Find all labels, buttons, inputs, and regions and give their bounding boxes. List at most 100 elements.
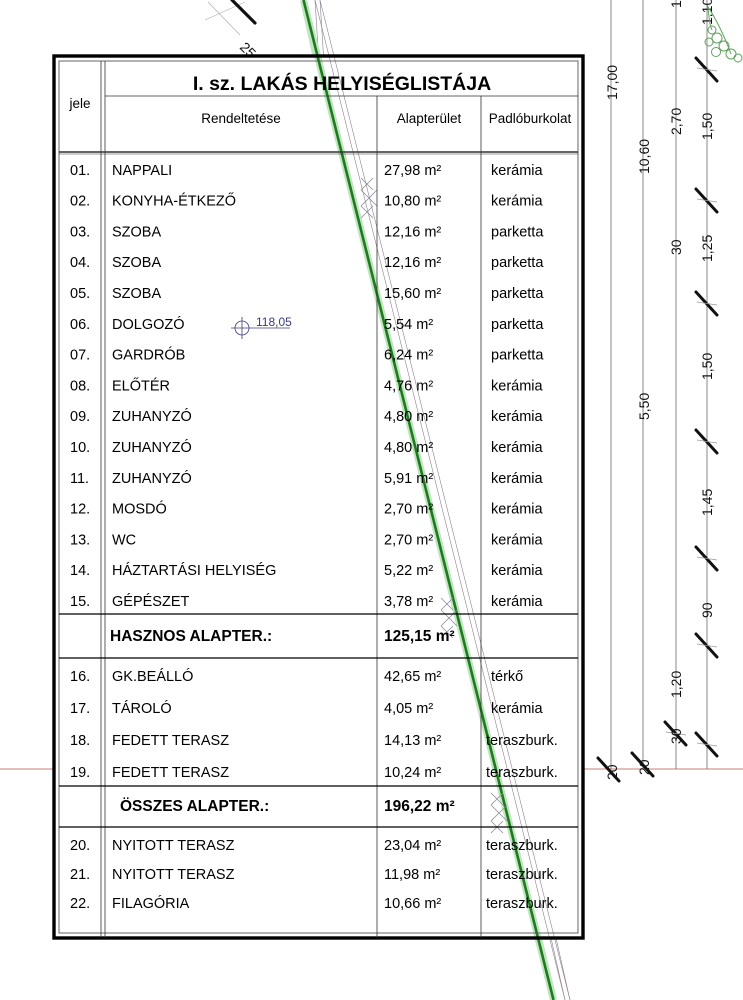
svg-text:4,80 m²: 4,80 m² <box>384 409 433 425</box>
svg-text:térkő: térkő <box>491 669 523 685</box>
svg-text:parketta: parketta <box>491 317 544 333</box>
svg-text:22.: 22. <box>70 896 90 912</box>
svg-text:16.: 16. <box>70 669 90 685</box>
svg-text:SZOBA: SZOBA <box>112 286 161 302</box>
svg-text:30: 30 <box>668 728 684 744</box>
svg-text:parketta: parketta <box>491 286 544 302</box>
svg-text:12,16 m²: 12,16 m² <box>384 255 441 271</box>
svg-text:21.: 21. <box>70 867 90 883</box>
svg-text:04.: 04. <box>70 255 90 271</box>
svg-text:Alapterület: Alapterület <box>397 111 462 126</box>
svg-text:kerámia: kerámia <box>491 440 544 456</box>
svg-text:ZUHANYZÓ: ZUHANYZÓ <box>112 408 192 425</box>
svg-text:FEDETT TERASZ: FEDETT TERASZ <box>112 765 229 781</box>
svg-text:05.: 05. <box>70 286 90 302</box>
svg-text:30: 30 <box>668 239 684 255</box>
svg-text:14,13 m²: 14,13 m² <box>384 733 441 749</box>
svg-text:ZUHANYZÓ: ZUHANYZÓ <box>112 470 192 487</box>
svg-text:1,10: 1,10 <box>699 0 715 25</box>
svg-text:TÁROLÓ: TÁROLÓ <box>112 700 172 717</box>
svg-text:02.: 02. <box>70 194 90 210</box>
svg-text:4,80 m²: 4,80 m² <box>384 440 433 456</box>
svg-text:01.: 01. <box>70 163 90 179</box>
svg-text:Padlóburkolat: Padlóburkolat <box>489 111 572 126</box>
svg-text:ELŐTÉR: ELŐTÉR <box>112 377 170 394</box>
svg-text:90: 90 <box>699 602 715 618</box>
svg-text:10: 10 <box>668 0 684 8</box>
svg-text:teraszburk.: teraszburk. <box>486 765 558 781</box>
svg-text:MOSDÓ: MOSDÓ <box>112 501 167 518</box>
svg-text:11,98 m²: 11,98 m² <box>384 867 440 883</box>
svg-text:NAPPALI: NAPPALI <box>112 163 172 179</box>
svg-text:NYITOTT TERASZ: NYITOTT TERASZ <box>112 838 235 854</box>
svg-text:kerámia: kerámia <box>491 163 544 179</box>
svg-text:11.: 11. <box>70 471 89 487</box>
svg-text:KONYHA-ÉTKEZŐ: KONYHA-ÉTKEZŐ <box>112 193 236 210</box>
svg-text:20: 20 <box>604 764 620 780</box>
svg-text:13.: 13. <box>70 532 90 548</box>
svg-text:DOLGOZÓ: DOLGOZÓ <box>112 316 185 333</box>
svg-text:teraszburk.: teraszburk. <box>486 733 558 749</box>
svg-text:2,70: 2,70 <box>668 108 684 135</box>
svg-text:09.: 09. <box>70 409 90 425</box>
svg-text:I. sz. LAKÁS HELYISÉGLISTÁJA: I. sz. LAKÁS HELYISÉGLISTÁJA <box>193 72 491 95</box>
svg-text:07.: 07. <box>70 348 90 364</box>
svg-text:17,00: 17,00 <box>604 65 620 100</box>
svg-text:kerámia: kerámia <box>491 471 544 487</box>
svg-text:Rendeltetése: Rendeltetése <box>201 111 281 126</box>
svg-text:2,70 m²: 2,70 m² <box>384 502 433 518</box>
svg-text:kerámia: kerámia <box>491 502 544 518</box>
svg-text:20: 20 <box>636 759 652 775</box>
svg-text:HÁZTARTÁSI HELYISÉG: HÁZTARTÁSI HELYISÉG <box>112 562 276 579</box>
svg-text:teraszburk.: teraszburk. <box>486 838 558 854</box>
svg-text:06.: 06. <box>70 317 90 333</box>
svg-text:kerámia: kerámia <box>491 409 544 425</box>
svg-text:kerámia: kerámia <box>491 378 544 394</box>
svg-text:kerámia: kerámia <box>491 194 544 210</box>
svg-text:12,16 m²: 12,16 m² <box>384 224 441 240</box>
svg-text:GK.BEÁLLÓ: GK.BEÁLLÓ <box>112 668 193 685</box>
svg-text:HASZNOS ALAPTER.:: HASZNOS ALAPTER.: <box>110 628 272 645</box>
svg-text:10.: 10. <box>70 440 90 456</box>
svg-text:teraszburk.: teraszburk. <box>486 867 558 883</box>
svg-text:GARDRÓB: GARDRÓB <box>112 347 185 364</box>
svg-text:12.: 12. <box>70 502 90 518</box>
svg-text:1,50: 1,50 <box>699 353 715 380</box>
svg-text:5,54 m²: 5,54 m² <box>384 317 433 333</box>
svg-text:10,24 m²: 10,24 m² <box>384 765 441 781</box>
svg-text:3,78 m²: 3,78 m² <box>384 594 433 610</box>
svg-text:parketta: parketta <box>491 224 544 240</box>
svg-text:2,70 m²: 2,70 m² <box>384 532 433 548</box>
svg-text:1,25: 1,25 <box>699 235 715 262</box>
svg-text:15.: 15. <box>70 594 90 610</box>
svg-text:23,04 m²: 23,04 m² <box>384 838 441 854</box>
svg-text:WC: WC <box>112 532 136 548</box>
svg-text:ZUHANYZÓ: ZUHANYZÓ <box>112 439 192 456</box>
svg-text:10,60: 10,60 <box>636 139 652 174</box>
svg-text:10,80 m²: 10,80 m² <box>384 194 441 210</box>
svg-text:kerámia: kerámia <box>491 563 544 579</box>
svg-text:kerámia: kerámia <box>491 701 544 717</box>
svg-text:1,45: 1,45 <box>699 489 715 516</box>
svg-text:08.: 08. <box>70 378 90 394</box>
svg-text:42,65 m²: 42,65 m² <box>384 669 441 685</box>
svg-text:14.: 14. <box>70 563 90 579</box>
svg-text:parketta: parketta <box>491 255 544 271</box>
svg-text:kerámia: kerámia <box>491 594 544 610</box>
svg-text:5,22 m²: 5,22 m² <box>384 563 433 579</box>
svg-text:1,20: 1,20 <box>668 671 684 698</box>
svg-text:4,76 m²: 4,76 m² <box>384 378 433 394</box>
svg-text:20.: 20. <box>70 838 90 854</box>
svg-text:5,91 m²: 5,91 m² <box>384 471 433 487</box>
svg-text:FILAGÓRIA: FILAGÓRIA <box>112 895 190 912</box>
svg-text:19.: 19. <box>70 765 90 781</box>
svg-text:NYITOTT TERASZ: NYITOTT TERASZ <box>112 867 235 883</box>
svg-text:GÉPÉSZET: GÉPÉSZET <box>112 593 189 610</box>
svg-text:27,98 m²: 27,98 m² <box>384 163 441 179</box>
svg-text:6,24 m²: 6,24 m² <box>384 348 433 364</box>
svg-text:parketta: parketta <box>491 348 544 364</box>
svg-text:jele: jele <box>68 96 90 111</box>
svg-text:196,22 m²: 196,22 m² <box>384 798 455 815</box>
svg-text:10,66 m²: 10,66 m² <box>384 896 441 912</box>
svg-text:18.: 18. <box>70 733 90 749</box>
